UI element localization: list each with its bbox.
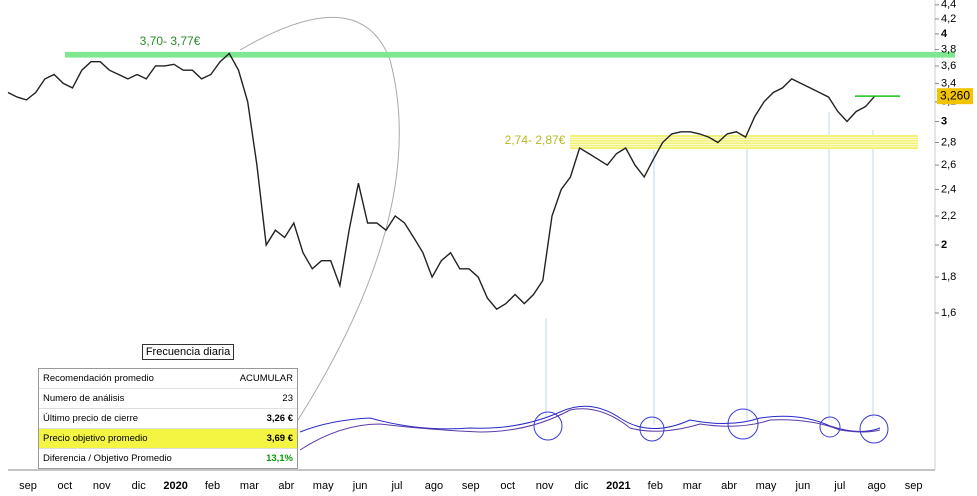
y-tick-label: 2,4 bbox=[941, 183, 956, 195]
x-tick-label: feb bbox=[648, 480, 663, 492]
x-tick-label: ago bbox=[868, 480, 886, 492]
y-tick-label: 3,4 bbox=[941, 77, 956, 89]
panel-row: Precio objetivo promedio 3,69 € bbox=[39, 429, 297, 449]
panel-row: Numero de análisis 23 bbox=[39, 389, 297, 409]
circle bbox=[859, 414, 889, 444]
row-label: Numero de análisis bbox=[43, 393, 125, 404]
row-label: Último precio de cierre bbox=[43, 413, 139, 424]
x-tick-label: mar bbox=[683, 480, 702, 492]
indicator-line bbox=[299, 405, 881, 433]
frequency-button[interactable]: Frecuencia diaria bbox=[142, 344, 234, 360]
x-tick-label: jun bbox=[795, 480, 811, 492]
x-tick-label: nov bbox=[93, 480, 111, 492]
zone bbox=[65, 51, 955, 58]
circle bbox=[727, 408, 759, 440]
analysis-panel: Recomendación promedio ACUMULAR Numero de … bbox=[38, 368, 298, 469]
x-tick-label: feb bbox=[205, 480, 220, 492]
panel-row: Diferencia / Objetivo Promedio 13,1% bbox=[39, 449, 297, 468]
x-tick-label: sep bbox=[19, 480, 37, 492]
row-label: Precio objetivo promedio bbox=[43, 433, 148, 444]
price-tag bbox=[937, 88, 973, 105]
y-tick-label: 3,8 bbox=[941, 43, 956, 55]
y-tick-label: 4,4 bbox=[941, 0, 956, 11]
x-tick-label: jul bbox=[833, 480, 845, 492]
x-tick-label: 2021 bbox=[606, 480, 630, 492]
y-tick-label: 2,8 bbox=[941, 136, 956, 148]
x-tick-label: 2020 bbox=[163, 480, 187, 492]
y-tick-label: 4,2 bbox=[941, 13, 956, 25]
y-tick-label: 2,6 bbox=[941, 159, 956, 171]
x-tick-label: may bbox=[313, 480, 334, 492]
x-tick-label: jun bbox=[352, 480, 368, 492]
row-value: 23 bbox=[282, 393, 293, 404]
x-tick-label: ago bbox=[425, 480, 443, 492]
x-tick-label: oct bbox=[58, 480, 73, 492]
y-tick-label: 2,2 bbox=[941, 210, 956, 222]
panel-row: Último precio de cierre 3,26 € bbox=[39, 409, 297, 429]
y-tick-label: 4 bbox=[941, 28, 948, 40]
last-price-label: 3,260 bbox=[940, 88, 970, 102]
x-tick-label: sep bbox=[905, 480, 923, 492]
x-tick-label: mar bbox=[240, 480, 259, 492]
y-tick-label: 2 bbox=[941, 239, 947, 251]
x-tick-label: oct bbox=[500, 480, 515, 492]
y-tick-label: 1,6 bbox=[941, 307, 956, 319]
x-tick-label: abr bbox=[721, 480, 737, 492]
row-value: 13,1% bbox=[266, 453, 293, 464]
x-tick-label: nov bbox=[536, 480, 554, 492]
x-tick-label: dic bbox=[132, 480, 147, 492]
panel-row: Recomendación promedio ACUMULAR bbox=[39, 369, 297, 389]
zone-label: 3,70- 3,77€ bbox=[140, 34, 201, 48]
y-tick-label: 1,8 bbox=[941, 271, 956, 283]
x-tick-label: sep bbox=[462, 480, 480, 492]
x-tick-label: dic bbox=[574, 480, 589, 492]
x-tick-label: jul bbox=[390, 480, 402, 492]
row-value: ACUMULAR bbox=[239, 373, 293, 384]
x-tick-label: abr bbox=[278, 480, 294, 492]
circle bbox=[639, 416, 665, 442]
price-line bbox=[7, 52, 876, 311]
x-tick-label: may bbox=[756, 480, 777, 492]
y-tick-label: 3,6 bbox=[941, 60, 956, 72]
arrow bbox=[239, 16, 400, 421]
indicator-line bbox=[299, 408, 881, 451]
zone-label: 2,74- 2,87€ bbox=[505, 133, 566, 147]
indicator-pane bbox=[8, 0, 936, 471]
row-label: Diferencia / Objetivo Promedio bbox=[43, 453, 172, 464]
circle bbox=[533, 411, 563, 441]
row-value: 3,26 € bbox=[266, 413, 293, 424]
row-value: 3,69 € bbox=[266, 433, 293, 444]
y-tick-label: 3 bbox=[941, 115, 947, 127]
circle bbox=[819, 416, 841, 438]
row-label: Recomendación promedio bbox=[43, 373, 154, 384]
